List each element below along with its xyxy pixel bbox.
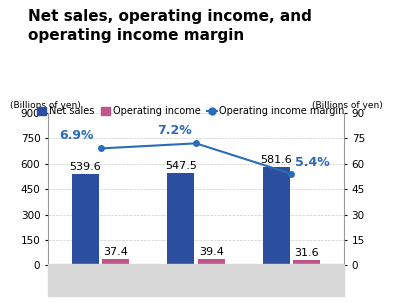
- Text: 37.4: 37.4: [103, 247, 128, 257]
- Text: 31.6: 31.6: [294, 248, 319, 258]
- Text: Net sales, operating income, and
operating income margin: Net sales, operating income, and operati…: [28, 9, 312, 43]
- Bar: [72, 174, 99, 265]
- Text: 6.9%: 6.9%: [59, 129, 94, 142]
- Text: 39.4: 39.4: [199, 247, 224, 257]
- Text: 7.2%: 7.2%: [158, 124, 192, 137]
- Text: (Billions of yen): (Billions of yen): [10, 101, 80, 110]
- Bar: [102, 259, 129, 265]
- Bar: [263, 167, 290, 265]
- Bar: [167, 173, 194, 265]
- Legend: Net sales, Operating income, Operating income margin: Net sales, Operating income, Operating i…: [33, 102, 349, 120]
- Bar: [293, 260, 320, 265]
- Text: (Billions of yen): (Billions of yen): [312, 101, 382, 110]
- Text: 581.6: 581.6: [260, 155, 292, 165]
- Bar: [198, 259, 225, 265]
- Text: 547.5: 547.5: [165, 161, 197, 171]
- Text: 539.6: 539.6: [69, 162, 101, 172]
- Text: 5.4%: 5.4%: [295, 156, 330, 169]
